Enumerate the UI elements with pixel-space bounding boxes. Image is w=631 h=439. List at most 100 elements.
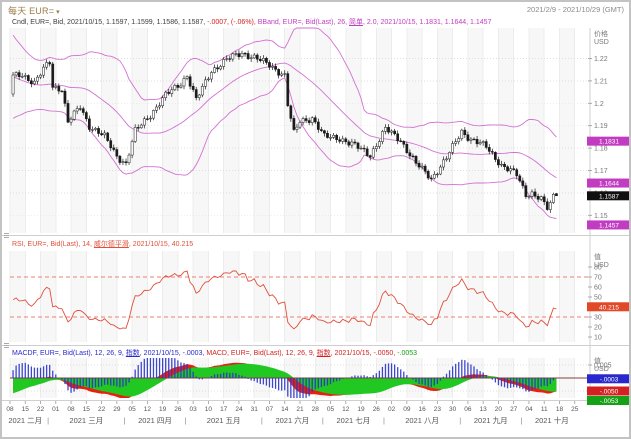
legend-segment[interactable]: Cndl, EUR=, Bid, 2021/10/15, 1.1597, 1.1… (12, 19, 208, 26)
svg-text:|: | (459, 416, 461, 425)
svg-text:|: | (520, 416, 522, 425)
axis-badge (587, 191, 629, 201)
panel-frame (2, 28, 629, 401)
legend-segment[interactable]: 简单 (349, 19, 364, 26)
svg-text:12: 12 (144, 406, 152, 413)
svg-text:10: 10 (594, 335, 602, 342)
svg-text:14: 14 (281, 406, 289, 413)
svg-text:19: 19 (159, 406, 167, 413)
svg-text:08: 08 (67, 406, 75, 413)
legend-segment[interactable]: RSI, EUR=, Bid(Last), 14, (12, 241, 94, 248)
svg-text:15: 15 (22, 406, 30, 413)
svg-text:60: 60 (594, 285, 602, 292)
legend-segment[interactable]: , 2021/10/15, -.0003, (139, 350, 207, 357)
month-label: 2021 三月 (69, 416, 103, 425)
month-label: 2021 七月 (337, 416, 371, 425)
svg-text:值: 值 (594, 252, 601, 261)
svg-text:22: 22 (98, 406, 106, 413)
legend-segment[interactable]: MACD, EUR=, Bid(Last), 12, 26, 9, (206, 350, 317, 357)
legend-segment[interactable]: 指数 (316, 350, 331, 357)
svg-text:11: 11 (541, 406, 548, 413)
legend-segment[interactable]: -.0007, (-.06%), (207, 19, 258, 26)
axis-badge (587, 374, 629, 384)
axis-badge (587, 178, 629, 188)
svg-text:40.215: 40.215 (599, 304, 619, 311)
svg-text:80: 80 (594, 265, 602, 272)
rsi-line (12, 270, 557, 330)
svg-text:|: | (383, 416, 385, 425)
legend-segment[interactable]: , 2.0, 2021/10/15, 1.1831, 1.1644, 1.145… (363, 19, 492, 26)
svg-text:1.22: 1.22 (594, 56, 608, 63)
svg-text:|: | (322, 416, 324, 425)
svg-text:1.1587: 1.1587 (599, 193, 619, 200)
legend-segment[interactable]: 威尔德平滑 (93, 241, 129, 248)
week-stripes (10, 28, 575, 398)
svg-text:USD: USD (594, 262, 609, 269)
svg-text:20: 20 (495, 406, 503, 413)
svg-text:08: 08 (6, 406, 14, 413)
svg-text:22: 22 (37, 406, 45, 413)
svg-text:15: 15 (83, 406, 91, 413)
svg-text:23: 23 (434, 406, 442, 413)
rsi-legend[interactable]: RSI, EUR=, Bid(Last), 14, 威尔德平滑, 2021/10… (12, 239, 193, 249)
axis-badge (587, 220, 629, 230)
svg-text:-.0003: -.0003 (600, 376, 619, 383)
svg-text:02: 02 (388, 406, 396, 413)
svg-text:1.17: 1.17 (594, 168, 608, 175)
svg-text:19: 19 (357, 406, 365, 413)
svg-text:|: | (261, 416, 263, 425)
svg-text:|: | (185, 416, 187, 425)
svg-text:26: 26 (373, 406, 381, 413)
svg-text:25: 25 (571, 406, 579, 413)
bollinger-bands (12, 27, 557, 219)
svg-text:28: 28 (312, 406, 320, 413)
axis-badge (587, 136, 629, 146)
svg-text:30: 30 (594, 315, 602, 322)
macd-histogram (12, 358, 558, 398)
svg-text:09: 09 (403, 406, 411, 413)
svg-text:|: | (123, 416, 125, 425)
month-label: 2021 八月 (405, 416, 439, 425)
legend-segment[interactable]: , 2021/10/15, 40.215 (128, 241, 194, 248)
svg-text:1.21: 1.21 (594, 78, 608, 85)
svg-text:1.19: 1.19 (594, 123, 608, 130)
svg-text:17: 17 (220, 406, 228, 413)
svg-text:01: 01 (52, 406, 60, 413)
legend-segment[interactable]: 指数 (125, 350, 140, 357)
svg-text:04: 04 (525, 406, 533, 413)
svg-text:10: 10 (205, 406, 213, 413)
svg-text:12: 12 (342, 406, 350, 413)
svg-text:05: 05 (128, 406, 136, 413)
svg-text:USD: USD (594, 366, 609, 373)
svg-text:29: 29 (113, 406, 121, 413)
legend-segment[interactable]: -.0053 (397, 350, 418, 357)
svg-text:18: 18 (556, 406, 564, 413)
legend-segment[interactable]: BBand, EUR=, Bid(Last), 26, (257, 19, 350, 26)
month-label: 2021 六月 (275, 415, 309, 425)
svg-text:05: 05 (327, 406, 335, 413)
chart-title[interactable]: 每天 EUR= ▾ (8, 4, 60, 17)
svg-text:06: 06 (464, 406, 472, 413)
svg-text:值: 值 (594, 356, 601, 365)
axis-badge (587, 302, 629, 312)
svg-text:0.005: 0.005 (594, 363, 612, 370)
svg-text:-.0053: -.0053 (600, 398, 619, 405)
svg-text:24: 24 (235, 406, 243, 413)
legend-segment[interactable]: , 2021/10/15, -.0050, (330, 350, 398, 357)
svg-text:16: 16 (418, 406, 426, 413)
price-axis: 价格USD1.221.211.21.191.181.171.161.151.18… (587, 29, 629, 230)
legend-segment[interactable]: MACDF, EUR=, Bid(Last), 12, 26, 9, (12, 350, 126, 357)
svg-text:20: 20 (594, 325, 602, 332)
svg-text:1.1457: 1.1457 (599, 222, 619, 229)
grid-lines (9, 28, 591, 398)
svg-text:21: 21 (296, 406, 304, 413)
svg-text:03: 03 (190, 406, 198, 413)
macd-legend[interactable]: MACDF, EUR=, Bid(Last), 12, 26, 9, 指数, 2… (12, 348, 417, 358)
svg-text:价格: 价格 (594, 29, 608, 38)
svg-text:70: 70 (594, 275, 602, 282)
rsi-panel (10, 270, 590, 330)
price-legend[interactable]: Cndl, EUR=, Bid, 2021/10/15, 1.1597, 1.1… (12, 17, 491, 27)
